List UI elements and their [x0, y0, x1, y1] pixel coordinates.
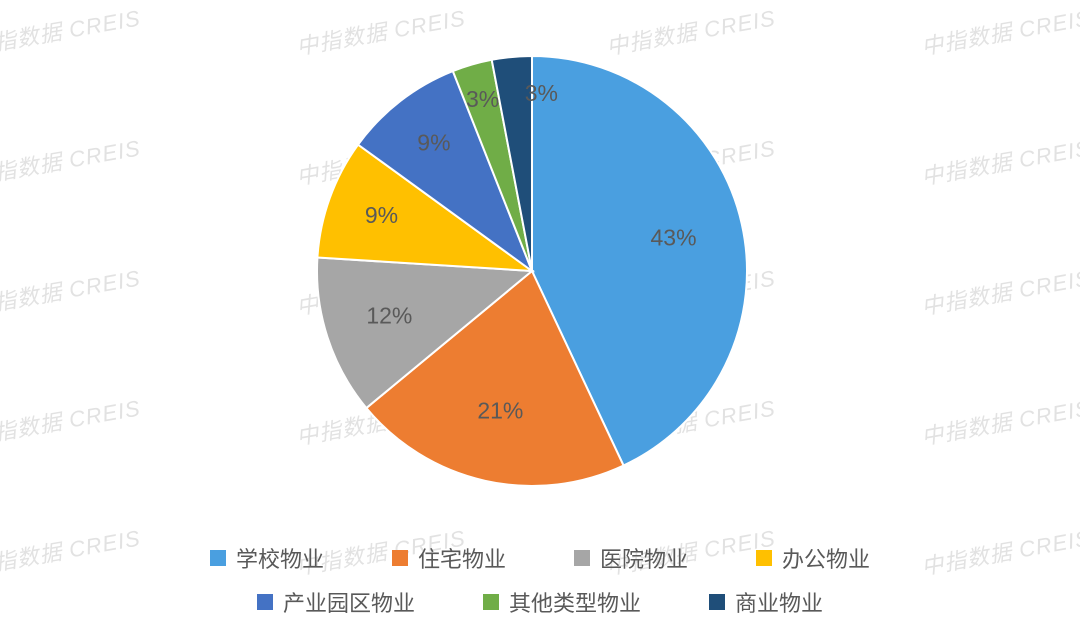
legend-item: 住宅物业: [392, 542, 506, 574]
legend-swatch: [257, 594, 273, 610]
legend-swatch: [392, 550, 408, 566]
legend-label: 商业物业: [735, 586, 823, 618]
legend-item: 其他类型物业: [483, 586, 641, 618]
legend-item: 办公物业: [756, 542, 870, 574]
legend-label: 住宅物业: [418, 542, 506, 574]
legend-label: 学校物业: [236, 542, 324, 574]
pie-slice-label: 12%: [366, 302, 412, 328]
pie-slice-label: 3%: [525, 80, 558, 106]
legend-item: 商业物业: [709, 586, 823, 618]
legend-label: 医院物业: [600, 542, 688, 574]
legend-item: 学校物业: [210, 542, 324, 574]
legend-swatch: [483, 594, 499, 610]
legend-row: 学校物业 住宅物业 医院物业 办公物业: [210, 542, 870, 574]
pie-slice-label: 21%: [477, 398, 523, 424]
pie-chart: 43% 21% 12% 9% 9% 3% 3%: [0, 0, 1080, 636]
legend-label: 办公物业: [782, 542, 870, 574]
legend-label: 产业园区物业: [283, 586, 415, 618]
legend-label: 其他类型物业: [509, 586, 641, 618]
legend-item: 医院物业: [574, 542, 688, 574]
pie-slice-label: 43%: [650, 224, 696, 250]
pie-slice-label: 9%: [417, 130, 450, 156]
legend-swatch: [709, 594, 725, 610]
legend-swatch: [756, 550, 772, 566]
legend-swatch: [574, 550, 590, 566]
pie-slice-label: 9%: [365, 202, 398, 228]
legend-item: 产业园区物业: [257, 586, 415, 618]
legend-swatch: [210, 550, 226, 566]
legend: 学校物业 住宅物业 医院物业 办公物业产业园区物业 其他类型物业 商业物业: [0, 542, 1080, 618]
legend-row: 产业园区物业 其他类型物业 商业物业: [257, 586, 823, 618]
pie-slice-label: 3%: [466, 86, 499, 112]
